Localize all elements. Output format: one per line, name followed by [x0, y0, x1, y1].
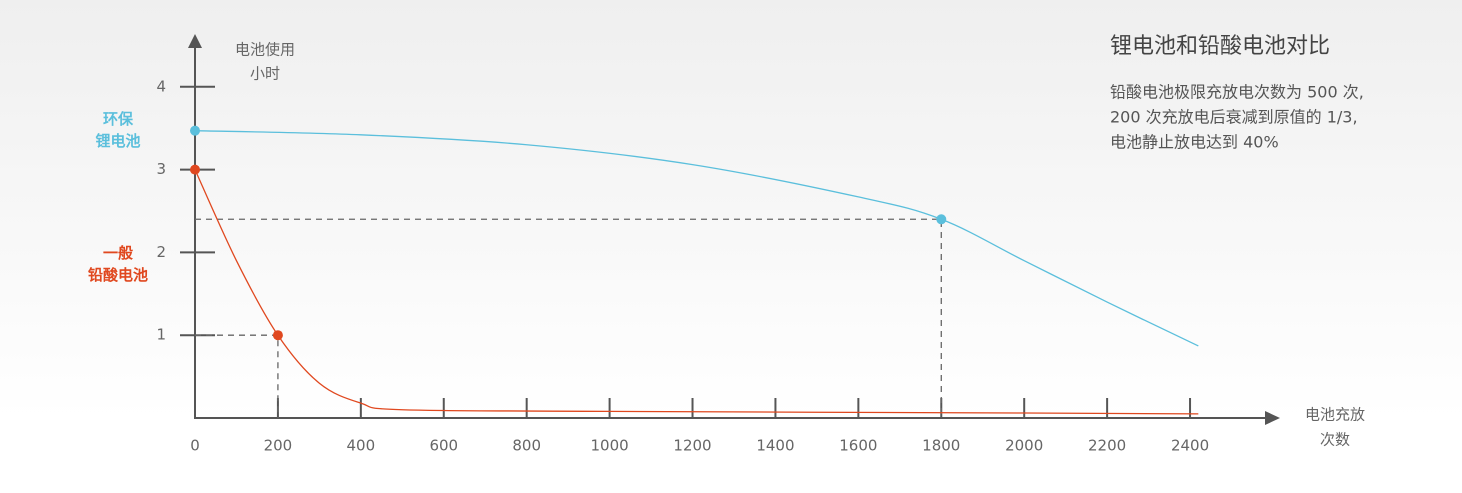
y-tick-label: 4 — [156, 77, 166, 95]
point — [936, 214, 947, 225]
x-tick-label: 1200 — [673, 437, 711, 455]
y-axis-arrow — [188, 34, 202, 48]
point — [190, 125, 200, 136]
x-axis-label: 次数 — [1320, 431, 1350, 449]
x-tick-label: 1800 — [922, 437, 960, 455]
x-tick-label: 2000 — [1005, 437, 1043, 455]
x-tick-label: 600 — [429, 437, 458, 455]
x-tick-label: 400 — [347, 437, 376, 455]
x-axis-label: 电池充放 — [1305, 406, 1365, 424]
legend-label: 环保 — [103, 110, 134, 128]
x-tick-label: 1000 — [591, 437, 629, 455]
annotation: 铅酸电池极限充放电次数为 500 次, — [1110, 83, 1364, 102]
point — [190, 164, 200, 175]
x-axis-arrow — [1265, 411, 1280, 425]
x-tick-label: 1600 — [839, 437, 877, 455]
x-tick-label: 800 — [512, 437, 541, 455]
y-tick-label: 1 — [156, 326, 166, 344]
series-line — [194, 169, 1199, 415]
y-tick-label: 3 — [156, 160, 166, 178]
guide-line — [195, 218, 942, 418]
x-tick-label: 0 — [190, 437, 200, 455]
chart-title: 锂电池和铅酸电池对比 — [1110, 34, 1330, 59]
legend-label: 一般 — [103, 244, 133, 262]
x-tick-label: 1400 — [756, 437, 794, 455]
series-line — [194, 130, 1199, 347]
legend-label: 锂电池 — [95, 132, 140, 150]
guide-line — [195, 334, 279, 418]
annotation: 200 次充放电后衰减到原值的 1/3, — [1110, 108, 1358, 127]
point — [272, 330, 283, 341]
legend-label: 铅酸电池 — [88, 266, 148, 284]
x-tick-label: 2200 — [1088, 437, 1126, 455]
x-tick-label: 200 — [264, 437, 293, 455]
y-axis-label: 电池使用 — [235, 41, 295, 59]
y-axis-label: 小时 — [250, 65, 280, 83]
annotation: 电池静止放电达到 40% — [1110, 133, 1279, 152]
y-tick-label: 2 — [156, 243, 166, 261]
x-tick-label: 2400 — [1171, 437, 1209, 455]
